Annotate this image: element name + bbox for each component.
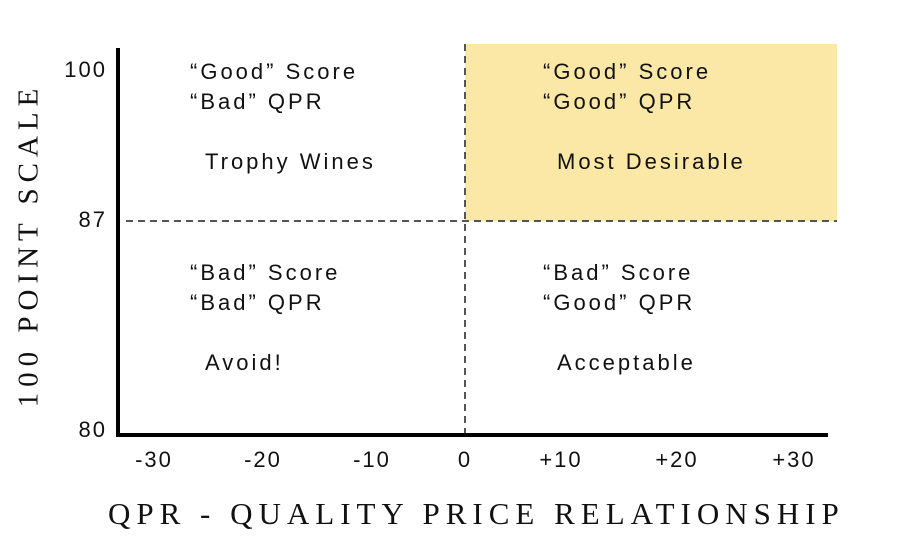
- bottom-left-score-text: “Bad” Score: [190, 260, 341, 285]
- x-tick-minus-10: -10: [353, 447, 391, 472]
- top-left-qpr-text: “Bad” QPR: [190, 89, 325, 114]
- top-left-label: Trophy Wines: [205, 149, 376, 174]
- top-right-score-text: “Good” Score: [543, 59, 712, 84]
- bottom-left-qpr-text: “Bad” QPR: [190, 290, 325, 315]
- x-tick-plus-10: +10: [539, 447, 583, 472]
- y-tick-100: 100: [64, 57, 107, 82]
- bottom-right-qpr-text: “Good” QPR: [543, 290, 696, 315]
- bottom-right-label: Acceptable: [557, 350, 696, 375]
- top-left-score-text: “Good” Score: [190, 59, 359, 84]
- y-axis-title: 100 POINT SCALE: [12, 82, 45, 408]
- x-tick-minus-30: -30: [135, 447, 173, 472]
- x-axis-title: QPR - QUALITY PRICE RELATIONSHIP: [108, 496, 845, 531]
- x-tick-plus-30: +30: [772, 447, 816, 472]
- top-right-qpr-text: “Good” QPR: [543, 89, 696, 114]
- y-tick-87: 87: [78, 207, 107, 232]
- top-right-label: Most Desirable: [557, 149, 746, 174]
- bottom-right-score-text: “Bad” Score: [543, 260, 694, 285]
- bottom-left-label: Avoid!: [205, 350, 284, 375]
- x-tick-plus-20: +20: [655, 447, 699, 472]
- most-desirable-highlight: [465, 44, 837, 221]
- x-tick-minus-20: -20: [244, 447, 282, 472]
- x-tick-0: 0: [457, 447, 473, 472]
- y-tick-80: 80: [78, 417, 107, 442]
